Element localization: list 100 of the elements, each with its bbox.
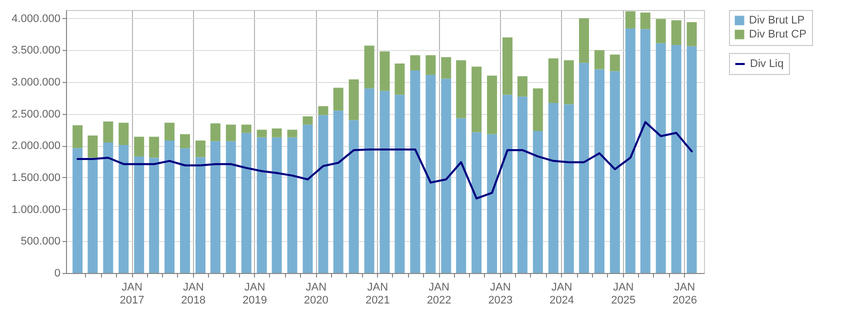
bar bbox=[502, 94, 512, 273]
bar bbox=[134, 156, 144, 273]
bar bbox=[441, 78, 452, 273]
bar bbox=[671, 20, 682, 46]
legend-label: Div Brut CP bbox=[749, 28, 806, 40]
bar bbox=[594, 50, 604, 70]
bar bbox=[149, 158, 160, 273]
y-tick-label: 3.000.000 bbox=[12, 76, 60, 88]
bar bbox=[487, 134, 498, 273]
bar bbox=[287, 130, 298, 138]
bar bbox=[272, 137, 282, 273]
x-tick-label: JAN 2017 bbox=[120, 282, 144, 306]
legend-label: Div Brut LP bbox=[749, 14, 805, 26]
bar bbox=[318, 115, 328, 273]
bar bbox=[226, 124, 236, 142]
x-tick-label: JAN 2023 bbox=[488, 282, 513, 306]
bar bbox=[610, 71, 620, 273]
bar bbox=[380, 90, 390, 273]
y-tick-label: 4.000.000 bbox=[12, 12, 60, 25]
y-tick-label: 1.000.000 bbox=[12, 204, 60, 216]
bar bbox=[241, 132, 252, 273]
bar bbox=[472, 66, 482, 132]
bar bbox=[118, 122, 129, 145]
bar bbox=[456, 118, 466, 273]
bar bbox=[195, 140, 206, 158]
bar bbox=[410, 55, 420, 70]
bar bbox=[256, 130, 267, 138]
bar bbox=[625, 28, 636, 273]
bar bbox=[410, 70, 420, 273]
bar bbox=[394, 63, 405, 95]
bar bbox=[472, 132, 482, 273]
bar bbox=[318, 106, 328, 116]
bar bbox=[548, 102, 558, 273]
bar bbox=[671, 45, 682, 273]
bar bbox=[103, 142, 114, 273]
y-tick-label: 2.500.000 bbox=[12, 108, 60, 120]
bar bbox=[103, 121, 114, 142]
bar bbox=[348, 120, 359, 273]
bar bbox=[210, 123, 220, 142]
bar bbox=[226, 141, 236, 273]
bar bbox=[548, 58, 558, 103]
bar bbox=[578, 18, 589, 63]
bar bbox=[426, 55, 436, 75]
bar bbox=[532, 88, 543, 131]
bar bbox=[72, 148, 83, 273]
bar bbox=[256, 137, 267, 273]
bar bbox=[180, 134, 190, 148]
bar bbox=[441, 57, 452, 79]
y-tick-label: 3.500.000 bbox=[12, 44, 60, 57]
x-tick-label: JAN 2026 bbox=[672, 282, 697, 306]
bar bbox=[610, 54, 620, 72]
bar bbox=[594, 69, 604, 273]
bar bbox=[134, 136, 144, 156]
y-tick-label: 2.000.000 bbox=[12, 140, 60, 152]
bar bbox=[164, 140, 175, 273]
bar bbox=[517, 76, 528, 97]
bar bbox=[149, 136, 160, 158]
y-tick-label: 500.000 bbox=[20, 236, 60, 248]
bar bbox=[72, 125, 83, 148]
x-tick-label: JAN 2020 bbox=[304, 282, 328, 306]
bar bbox=[517, 96, 528, 273]
bar bbox=[333, 110, 344, 273]
bar bbox=[88, 158, 98, 273]
bar bbox=[180, 148, 190, 273]
bar bbox=[164, 122, 175, 141]
bar bbox=[241, 124, 252, 133]
legend-label: Div Liq bbox=[750, 58, 784, 70]
line-series bbox=[76, 121, 693, 200]
y-tick-label: 1.500.000 bbox=[12, 172, 60, 184]
bar bbox=[348, 79, 359, 120]
bar bbox=[426, 74, 436, 273]
bar bbox=[640, 12, 650, 30]
x-tick-label: JAN 2024 bbox=[550, 282, 574, 306]
bar bbox=[302, 124, 313, 273]
bar bbox=[656, 18, 666, 44]
y-tick-label: 0 bbox=[54, 268, 60, 280]
bar bbox=[578, 62, 589, 273]
x-tick-label: JAN 2019 bbox=[242, 282, 268, 306]
x-tick-label: JAN 2021 bbox=[365, 282, 390, 306]
bar bbox=[302, 116, 313, 125]
bar bbox=[394, 94, 405, 273]
x-tick-label: JAN 2025 bbox=[611, 282, 636, 306]
bar bbox=[118, 145, 129, 273]
bar bbox=[625, 11, 636, 28]
bar bbox=[380, 51, 390, 91]
bar bbox=[333, 88, 344, 111]
bar bbox=[210, 141, 220, 273]
bar bbox=[364, 46, 374, 88]
bar bbox=[272, 128, 282, 138]
bar bbox=[640, 29, 650, 273]
bar bbox=[287, 137, 298, 273]
bar bbox=[686, 22, 697, 46]
bar bbox=[532, 130, 543, 273]
x-tick-label: JAN 2018 bbox=[181, 282, 206, 306]
bar bbox=[195, 157, 206, 273]
bar bbox=[564, 104, 574, 273]
bar bbox=[364, 88, 374, 273]
bar bbox=[656, 43, 666, 273]
bar bbox=[686, 46, 697, 273]
bar bbox=[456, 60, 466, 118]
